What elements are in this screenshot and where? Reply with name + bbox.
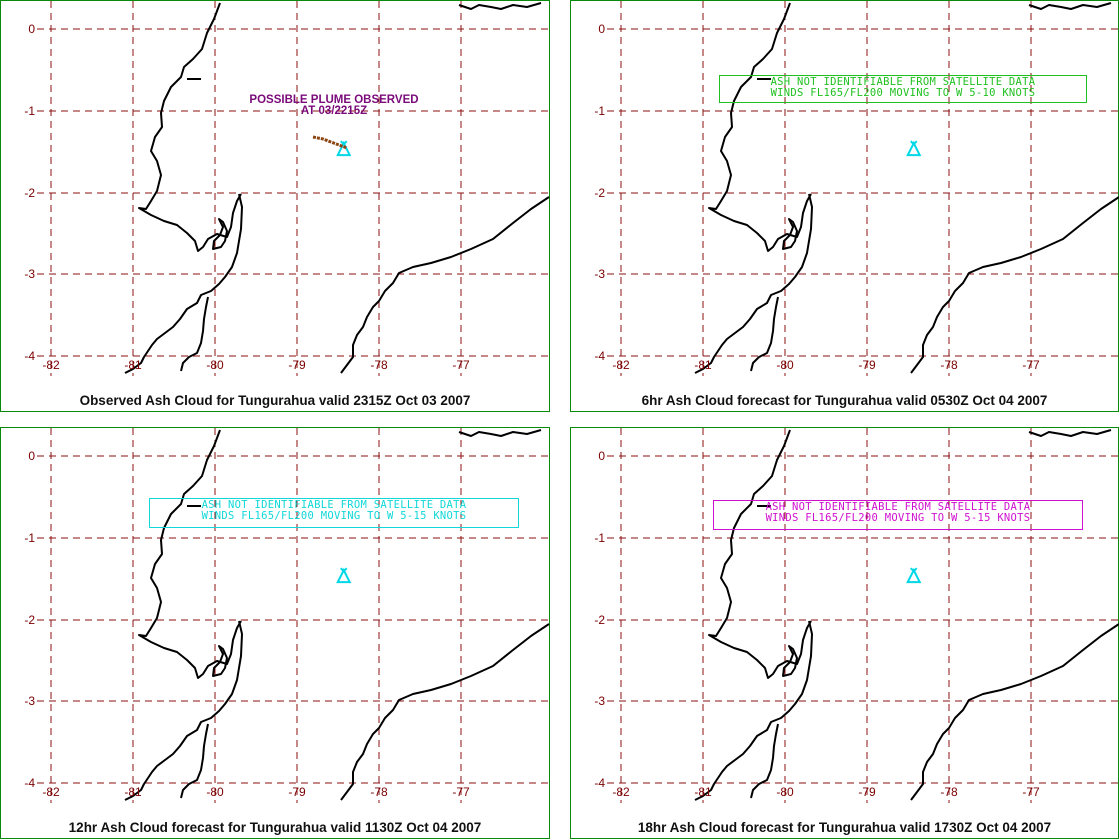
coastline xyxy=(458,2,542,10)
map-observed: 0 -1 -2 -3 -4 -82 -81 -80 -79 -78 -77 xyxy=(24,1,550,376)
longitude-label: -80 xyxy=(206,358,224,372)
longitude-label: -82 xyxy=(42,785,60,799)
coastline xyxy=(124,620,243,801)
coastline xyxy=(708,429,812,679)
latitude-label: -2 xyxy=(24,613,35,627)
advisory-line2: WINDS FL165/FL200 MOVING TO W 5-15 KNOTS xyxy=(201,510,467,522)
advisory-box-6hr: ASH NOT IDENTIFIABLE FROM SATELLITE DATA… xyxy=(719,75,1087,103)
latitude-label: 0 xyxy=(598,449,605,463)
coastline xyxy=(910,623,1119,801)
latitude-label: 0 xyxy=(28,22,35,36)
coastline xyxy=(750,296,779,372)
longitude-label: -81 xyxy=(124,785,142,799)
coastline xyxy=(124,193,243,374)
longitude-label: -79 xyxy=(288,358,306,372)
coastline xyxy=(340,196,550,374)
caption-12hr: 12hr Ash Cloud forecast for Tungurahua v… xyxy=(68,820,482,835)
latitude-label: -1 xyxy=(594,104,605,118)
coastline xyxy=(910,196,1119,374)
advisory-line2: WINDS FL165/FL200 MOVING TO W 5-10 KNOTS xyxy=(770,87,1036,99)
longitude-label: -77 xyxy=(452,785,470,799)
latitude-label: -3 xyxy=(594,267,605,281)
coastline xyxy=(180,723,209,799)
coastline xyxy=(340,623,550,801)
latitude-label: -2 xyxy=(594,186,605,200)
advisory-line1: ASH NOT IDENTIFIABLE FROM SATELLITE DATA xyxy=(201,499,467,511)
advisory-line1: ASH NOT IDENTIFIABLE FROM SATELLITE DATA xyxy=(765,501,1031,513)
volcano-triangle-icon xyxy=(906,140,922,157)
coastline xyxy=(694,193,813,374)
caption-observed: Observed Ash Cloud for Tungurahua valid … xyxy=(79,393,471,408)
advisory-box-12hr: ASH NOT IDENTIFIABLE FROM SATELLITE DATA… xyxy=(149,498,519,528)
coastline xyxy=(458,429,542,437)
latitude-label: -2 xyxy=(594,613,605,627)
latitude-label: -3 xyxy=(24,267,35,281)
latitude-label: -3 xyxy=(594,694,605,708)
map-18hr: 0 -1 -2 -3 -4 -82 -81 -80 -79 -78 -77 xyxy=(594,428,1119,803)
panel-12hr-forecast: 0 -1 -2 -3 -4 -82 -81 -80 -79 -78 -77 ASH NOT IDEN… xyxy=(0,427,550,839)
longitude-label: -78 xyxy=(370,358,388,372)
advisory-box-18hr: ASH NOT IDENTIFIABLE FROM SATELLITE DATA… xyxy=(713,500,1083,530)
advisory-line1: ASH NOT IDENTIFIABLE FROM SATELLITE DATA xyxy=(770,76,1036,88)
longitude-label: -82 xyxy=(612,785,630,799)
longitude-label: -80 xyxy=(776,785,794,799)
coastline xyxy=(694,620,813,801)
coastline xyxy=(138,429,242,679)
latitude-label: -2 xyxy=(24,186,35,200)
longitude-label: -82 xyxy=(612,358,630,372)
coastline xyxy=(782,645,798,677)
caption-6hr: 6hr Ash Cloud forecast for Tungurahua va… xyxy=(641,393,1048,408)
coastline xyxy=(212,645,228,677)
longitude-label: -78 xyxy=(370,785,388,799)
coastline xyxy=(212,218,228,250)
latitude-label: -4 xyxy=(594,349,605,363)
longitude-label: -82 xyxy=(42,358,60,372)
longitude-label: -77 xyxy=(1022,358,1040,372)
longitude-label: -78 xyxy=(940,785,958,799)
advisory-line2: WINDS FL165/FL200 MOVING TO W 5-15 KNOTS xyxy=(765,512,1031,524)
coastline xyxy=(708,2,812,252)
panel-observed: 0 -1 -2 -3 -4 -82 -81 -80 -79 -78 -77 POSSIBLE PLU… xyxy=(0,0,550,412)
plume-label-line2: AT 03/2215Z xyxy=(300,105,368,117)
longitude-label: -79 xyxy=(858,785,876,799)
longitude-label: -79 xyxy=(288,785,306,799)
latitude-label: 0 xyxy=(28,449,35,463)
coastline xyxy=(782,218,798,250)
coastline xyxy=(138,2,242,252)
latitude-label: -4 xyxy=(24,776,35,790)
coastline xyxy=(1028,2,1112,10)
latitude-label: -1 xyxy=(594,531,605,545)
latitude-label: 0 xyxy=(598,22,605,36)
map-6hr: 0 -1 -2 -3 -4 -82 -81 -80 -79 -78 -77 xyxy=(594,1,1119,376)
volcano-triangle-icon xyxy=(906,567,922,584)
latitude-label: -4 xyxy=(594,776,605,790)
longitude-label: -81 xyxy=(124,358,142,372)
latitude-label: -1 xyxy=(24,104,35,118)
longitude-label: -80 xyxy=(206,785,224,799)
plume-label-line1: POSSIBLE PLUME OBSERVED xyxy=(249,94,419,106)
longitude-label: -81 xyxy=(694,358,712,372)
map-12hr: 0 -1 -2 -3 -4 -82 -81 -80 -79 -78 -77 xyxy=(24,428,550,803)
longitude-label: -78 xyxy=(940,358,958,372)
caption-18hr: 18hr Ash Cloud forecast for Tungurahua v… xyxy=(637,820,1052,835)
ash-plume xyxy=(312,135,348,150)
panel-6hr-forecast: 0 -1 -2 -3 -4 -82 -81 -80 -79 -78 -77 ASH NOT IDEN… xyxy=(570,0,1119,412)
longitude-label: -79 xyxy=(858,358,876,372)
latitude-label: -1 xyxy=(24,531,35,545)
longitude-label: -81 xyxy=(694,785,712,799)
coastline xyxy=(1028,429,1112,437)
panel-18hr-forecast: 0 -1 -2 -3 -4 -82 -81 -80 -79 -78 -77 ASH NOT IDEN… xyxy=(570,427,1119,839)
latitude-label: -3 xyxy=(24,694,35,708)
volcano-triangle-icon xyxy=(336,567,352,584)
longitude-label: -77 xyxy=(1022,785,1040,799)
longitude-label: -77 xyxy=(452,358,470,372)
volcano-triangle-icon xyxy=(336,140,352,157)
plume-label: POSSIBLE PLUME OBSERVED AT 03/2215Z xyxy=(229,94,439,117)
latitude-label: -4 xyxy=(24,349,35,363)
coastline xyxy=(180,296,209,372)
coastline xyxy=(750,723,779,799)
longitude-label: -80 xyxy=(776,358,794,372)
